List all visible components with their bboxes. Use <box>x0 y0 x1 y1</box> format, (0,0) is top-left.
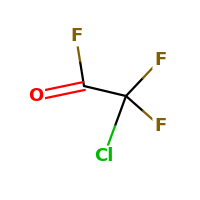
Text: F: F <box>154 117 166 135</box>
Text: F: F <box>70 27 82 45</box>
Text: F: F <box>154 51 166 69</box>
Text: Cl: Cl <box>94 147 114 165</box>
Text: O: O <box>28 87 44 105</box>
